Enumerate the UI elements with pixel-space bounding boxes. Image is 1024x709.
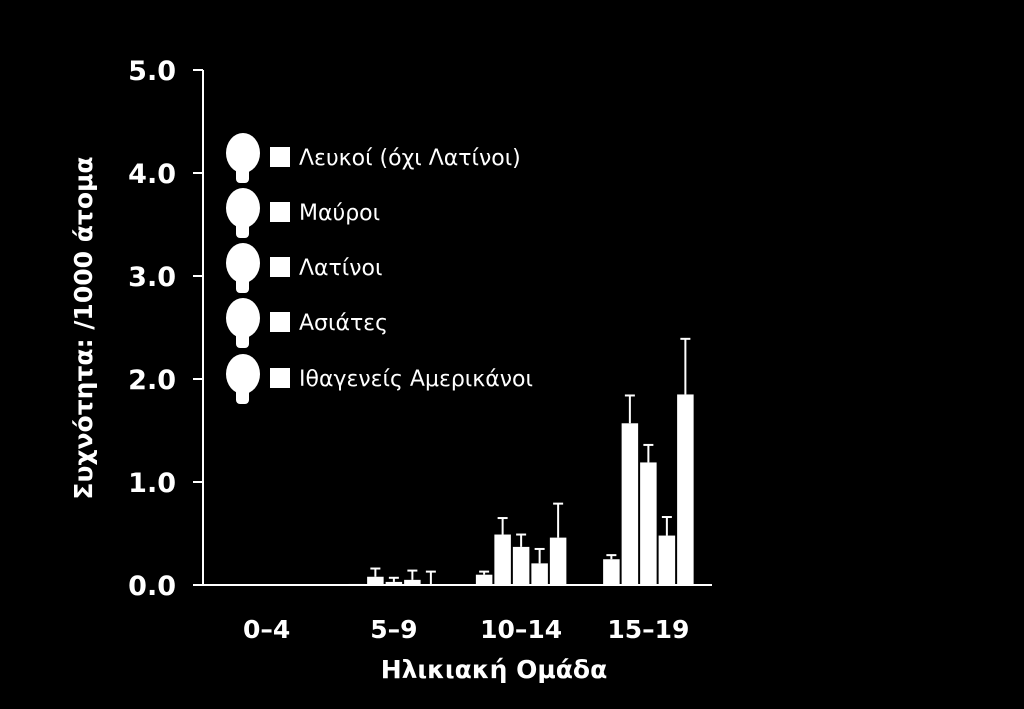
bar	[494, 534, 511, 585]
bar	[512, 546, 530, 585]
bar	[385, 581, 403, 585]
x-axis-title: Ηλικιακή Ομάδα	[381, 655, 608, 684]
legend-label: Λατίνοι	[299, 256, 382, 281]
legend-label: Ασιάτες	[299, 311, 388, 336]
y-axis-title: Συχνότητα: /1000 άτομα	[69, 156, 98, 499]
head-silhouette-icon	[226, 298, 260, 348]
bar	[621, 423, 639, 585]
bar	[549, 537, 567, 585]
x-tick-label: 15–19	[607, 615, 689, 644]
bar	[677, 394, 694, 585]
bar	[531, 563, 548, 585]
legend-entry: Λατίνοι	[226, 243, 382, 293]
legend-swatch	[270, 202, 290, 222]
legend-entry: Λευκοί (όχι Λατίνοι)	[226, 133, 521, 183]
legend-entry: Ιθαγενείς Αμερικάνοι	[226, 354, 533, 404]
x-tick-labels: 0–4 5–9 10–14 15–19	[243, 615, 689, 644]
y-tick-label: 1.0	[128, 468, 176, 499]
bar	[404, 579, 421, 585]
x-tick-label: 0–4	[243, 615, 290, 644]
legend-label: Μαύροι	[299, 201, 380, 226]
bar	[475, 574, 493, 585]
head-silhouette-icon	[226, 243, 260, 293]
head-silhouette-icon	[226, 188, 260, 238]
legend-swatch	[270, 312, 290, 332]
bar	[603, 559, 620, 585]
y-tick-labels: 0.0 1.0 2.0 3.0 4.0 5.0	[128, 56, 203, 602]
legend-swatch	[270, 368, 290, 388]
legend-swatch	[270, 147, 290, 167]
bar	[640, 462, 657, 585]
x-tick-label: 10–14	[480, 615, 562, 644]
y-tick-label: 3.0	[128, 262, 176, 293]
legend-label: Λευκοί (όχι Λατίνοι)	[299, 146, 521, 171]
bar	[367, 576, 384, 585]
head-silhouette-icon	[226, 354, 260, 404]
bar-group	[348, 337, 694, 585]
y-tick-label: 0.0	[128, 571, 176, 602]
legend-label: Ιθαγενείς Αμερικάνοι	[299, 367, 533, 392]
legend: Λευκοί (όχι Λατίνοι) Μαύροι Λατίνοι Ασιάτες…	[226, 133, 533, 404]
legend-entry: Μαύροι	[226, 188, 380, 238]
y-tick-label: 2.0	[128, 365, 176, 396]
y-tick-label: 4.0	[128, 159, 176, 190]
bar	[658, 535, 676, 585]
axes	[202, 70, 712, 586]
x-tick-label: 5–9	[370, 615, 417, 644]
y-tick-label: 5.0	[128, 56, 176, 87]
head-silhouette-icon	[226, 133, 260, 183]
legend-swatch	[270, 257, 290, 277]
legend-entry: Ασιάτες	[226, 298, 388, 348]
